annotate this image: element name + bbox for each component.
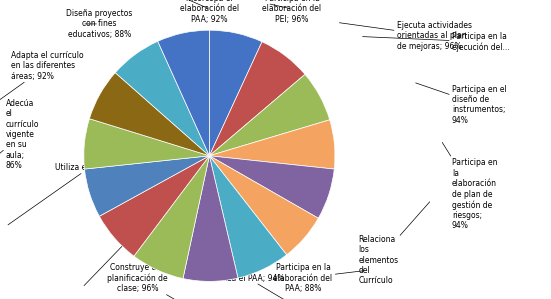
Text: Relaciona
los
elementos
del
Currículo: Relaciona los elementos del Currículo [358,202,430,286]
Text: Participa en
la
elaboración
de plan de
gestión de
riesgos;
94%: Participa en la elaboración de plan de g… [442,142,498,230]
Text: Participa en la
elaboración del
PEI; 96%: Participa en la elaboración del PEI; 96% [262,0,322,24]
Wedge shape [84,119,209,169]
Wedge shape [209,74,329,156]
Text: Ejecuta actividades
orientadas al plan
de mejoras; 96%: Ejecuta actividades orientadas al plan d… [339,21,472,51]
Wedge shape [209,30,262,156]
Text: Participa en la
ejecución del...: Participa en la ejecución del... [363,32,510,52]
Text: Adapta el currículo
en las diferentes
áreas; 92%: Adapta el currículo en las diferentes ár… [0,51,84,107]
Text: Utiliza el PEI; 96%: Utiliza el PEI; 96% [8,163,125,225]
Text: Participa en la
elaboración del
PAA; 88%: Participa en la elaboración del PAA; 88% [273,263,364,293]
Wedge shape [89,73,209,156]
Wedge shape [209,42,305,156]
Wedge shape [158,30,209,156]
Wedge shape [209,156,318,255]
Wedge shape [84,156,209,216]
Wedge shape [115,41,209,156]
Text: Incorcopa el
elaboración del
PAA; 92%: Incorcopa el elaboración del PAA; 92% [180,0,239,24]
Wedge shape [209,156,287,278]
Wedge shape [183,156,238,281]
Text: Utiliza el PAA; 94%: Utiliza el PAA; 94% [212,274,288,299]
Text: Diseña proyectos
con fines
educativos; 88%: Diseña proyectos con fines educativos; 8… [66,9,132,39]
Text: Participa en el
diseño de
instrumentos;
94%: Participa en el diseño de instrumentos; … [415,83,506,125]
Wedge shape [134,156,209,279]
Wedge shape [209,156,334,218]
Wedge shape [209,120,335,169]
Wedge shape [99,156,209,256]
Text: Adecúa
el
currículo
vigente
en su
aula;
86%: Adecúa el currículo vigente en su aula; … [0,99,39,170]
Text: Construye una
planificación de
clase; 96%: Construye una planificación de clase; 96… [107,263,196,299]
Text: Planifica la clase;
98%: Planifica la clase; 98% [84,215,176,286]
